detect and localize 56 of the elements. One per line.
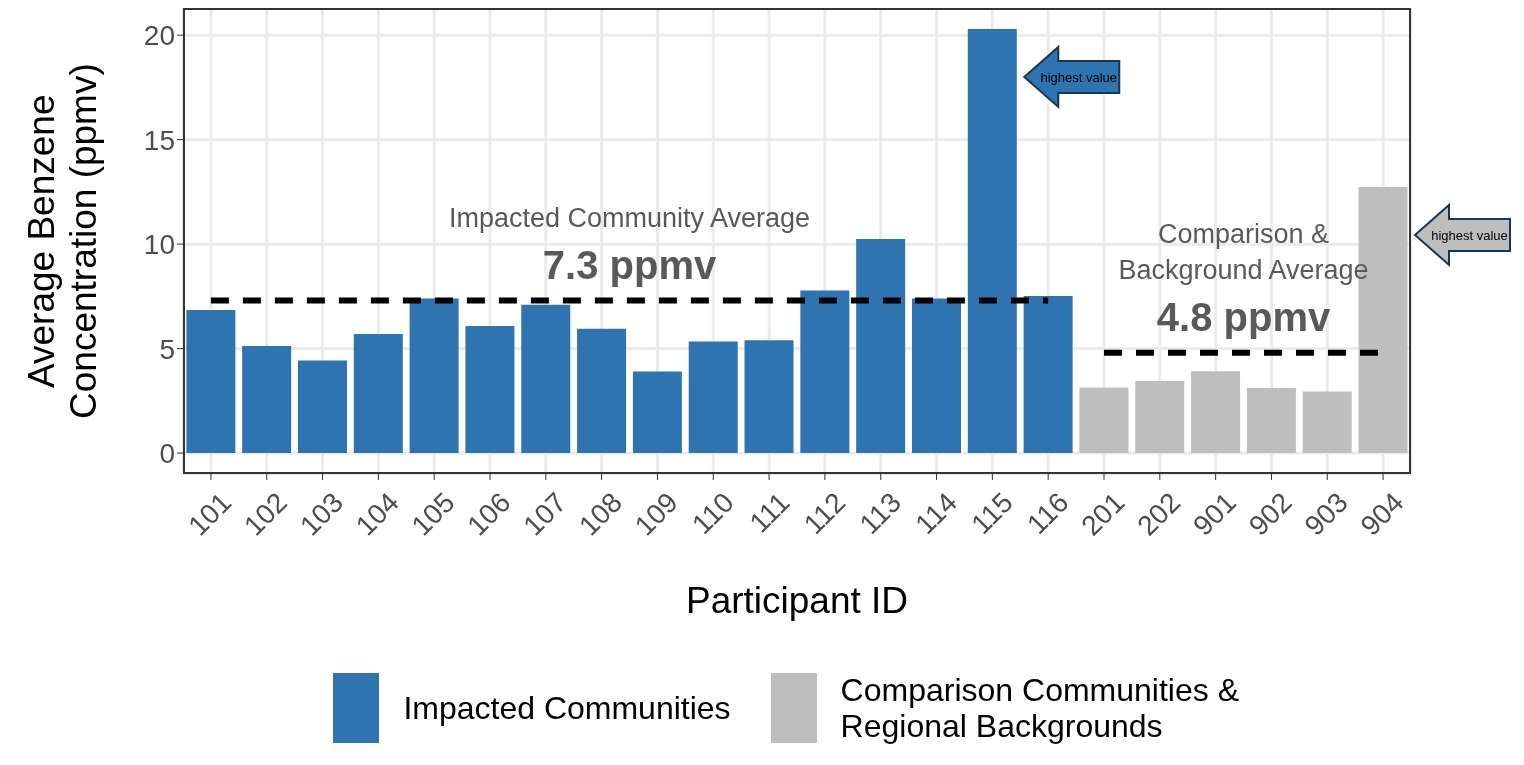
bar <box>1246 387 1296 454</box>
x-tick-label: 108 <box>573 486 629 542</box>
bar <box>1079 387 1129 454</box>
bar <box>465 326 515 454</box>
x-tick-label: 115 <box>965 486 1019 540</box>
legend-label: Impacted Communities <box>403 690 731 726</box>
y-axis-title: Average Benzene Concentration (ppmv) <box>21 62 105 421</box>
x-tick-label: 113 <box>853 486 908 540</box>
bar <box>521 304 571 454</box>
x-tick-label: 904 <box>1354 486 1410 542</box>
bar <box>297 360 347 454</box>
annotation: highest value <box>1040 69 1118 85</box>
x-tick-label: 102 <box>238 486 294 542</box>
legend-label: Comparison Communities & Regional Backgrounds <box>840 672 1240 744</box>
x-tick-label: 103 <box>293 486 349 542</box>
x-tick-label: 901 <box>1187 486 1243 542</box>
y-tick-label: 15 <box>143 124 175 156</box>
bar <box>632 371 682 454</box>
x-tick-label: 903 <box>1298 486 1354 542</box>
ref-line-label: Impacted Community Average 7.3 ppmv <box>448 202 811 287</box>
x-tick-label: 116 <box>1021 486 1075 540</box>
x-tick-label: 114 <box>909 486 963 540</box>
bar <box>856 238 906 454</box>
bar <box>911 298 961 454</box>
ref-line-label: Comparison & Background Average 4.8 ppmv <box>1118 218 1369 339</box>
bar <box>409 298 459 454</box>
bar <box>186 309 236 454</box>
x-tick-label: 105 <box>405 486 461 542</box>
bar <box>744 340 794 454</box>
bar <box>1302 391 1352 454</box>
y-tick-label: 20 <box>143 20 175 52</box>
text: highest value <box>1431 227 1508 243</box>
x-tick-label: 106 <box>461 486 517 542</box>
bar <box>800 290 850 454</box>
bar <box>1135 381 1185 454</box>
bar <box>353 333 403 454</box>
bar <box>967 28 1017 454</box>
x-tick-label: 112 <box>797 486 852 540</box>
bar <box>577 328 627 454</box>
x-tick-label: 104 <box>349 486 405 542</box>
x-tick-label: 201 <box>1075 486 1131 542</box>
x-tick-label: 902 <box>1242 486 1298 542</box>
y-tick-label: 0 <box>159 438 175 470</box>
y-tick-label: 10 <box>143 229 175 261</box>
x-tick-label: 109 <box>628 486 684 542</box>
x-tick-label: 107 <box>517 486 573 542</box>
bar <box>688 341 738 454</box>
x-axis-title: Participant ID <box>684 580 910 622</box>
y-tick-label: 5 <box>159 333 175 365</box>
x-tick-label: 111 <box>743 486 796 539</box>
bar <box>1023 295 1073 454</box>
bar <box>242 345 292 454</box>
bar <box>1191 371 1241 454</box>
x-tick-label: 202 <box>1131 486 1187 542</box>
x-tick-label: 101 <box>182 486 238 542</box>
x-tick-label: 110 <box>686 486 740 540</box>
